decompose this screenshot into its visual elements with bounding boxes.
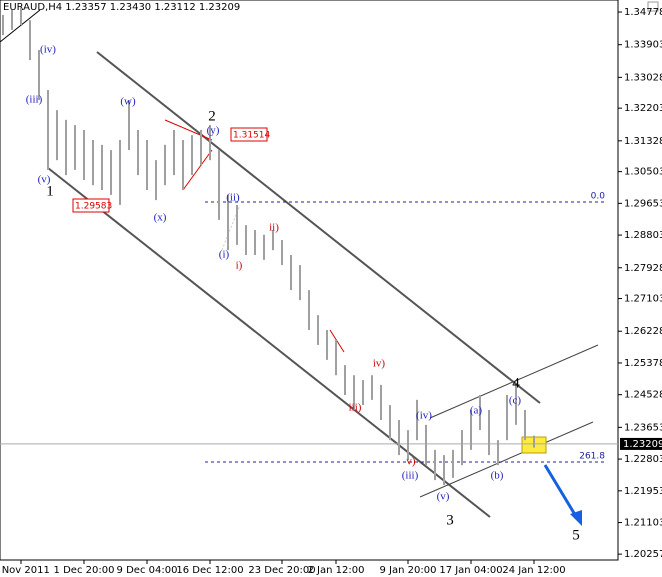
wave-label: 3 <box>446 512 454 528</box>
wave-label: 2 <box>208 108 216 124</box>
wave-label: (w) <box>120 96 136 108</box>
wave-label: 5 <box>572 527 580 543</box>
wave-label: (x) <box>154 212 167 224</box>
channel-upper <box>96 51 541 404</box>
y-tick-label: 1.23653 <box>624 422 662 433</box>
wave-label: 4 <box>512 375 520 391</box>
wave-label: (v) <box>437 491 450 503</box>
x-tick-label: 2 Jan 12:00 <box>308 565 365 576</box>
arrow <box>543 464 579 519</box>
price-label-box <box>230 127 268 142</box>
trend-line <box>164 119 213 141</box>
level-label: 0.0 <box>591 192 606 202</box>
wave-label: (c) <box>509 395 522 407</box>
wave-label: i) <box>236 260 243 272</box>
y-tick-label: 1.27103 <box>624 294 662 305</box>
y-tick-label: 1.20257 <box>624 549 662 560</box>
y-tick-label: 1.33903 <box>624 40 662 51</box>
wave-label: (b) <box>491 470 504 482</box>
y-tick-label: 1.28803 <box>624 230 662 241</box>
x-tick-label: 4 Nov 2011 <box>0 565 50 576</box>
wave-label: v) <box>406 456 416 468</box>
price-label: 1.31514 <box>233 131 270 141</box>
wave-label: (v) <box>38 174 51 186</box>
y-tick-label: 1.25378 <box>624 358 662 369</box>
wave-label: (a) <box>470 405 483 417</box>
wave-label: (y) <box>207 125 220 137</box>
x-tick-label: 1 Dec 20:00 <box>54 565 115 576</box>
wave-label: (iv) <box>416 410 432 422</box>
wave-label: (iii) <box>26 94 43 106</box>
wave-label: (ii) <box>226 192 240 204</box>
marker <box>647 1 659 12</box>
trend-line <box>0 9 41 43</box>
trend-line <box>419 421 594 498</box>
arrow-head <box>570 510 582 526</box>
wave-label: iii) <box>349 402 362 414</box>
wave-label: (iv) <box>40 44 56 56</box>
y-tick-label: 1.22803 <box>624 454 662 465</box>
trend-line <box>429 344 599 419</box>
price-label: 1.29583 <box>75 202 112 212</box>
y-tick-label: 1.29653 <box>624 198 662 209</box>
chart-title: EURAUD,H4 1.23357 1.23430 1.23112 1.2320… <box>3 2 240 13</box>
price-label-box <box>72 198 110 213</box>
trend-line <box>182 149 213 191</box>
x-tick-label: 16 Dec 12:00 <box>176 565 243 576</box>
y-tick-label: 1.33028 <box>624 72 662 83</box>
current-price-label: 1.23209 <box>623 439 662 450</box>
current-price-box <box>620 437 662 450</box>
plot-frame <box>0 0 619 561</box>
y-tick-label: 1.30503 <box>624 167 662 178</box>
channel-lower <box>47 167 491 518</box>
y-tick-label: 1.32203 <box>624 103 662 114</box>
x-tick-label: 17 Jan 04:00 <box>439 565 502 576</box>
y-tick-label: 1.24528 <box>624 390 662 401</box>
wave-label: ii) <box>269 222 279 234</box>
wave-label: (i) <box>219 249 230 261</box>
x-tick-label: 24 Jan 12:00 <box>502 565 565 576</box>
y-tick-label: 1.26228 <box>624 326 662 337</box>
wave-label: 1 <box>46 183 54 199</box>
y-tick-label: 1.21953 <box>624 486 662 497</box>
y-tick-label: 1.21103 <box>624 518 662 529</box>
x-tick-label: 23 Dec 20:00 <box>248 565 315 576</box>
y-tick-label: 1.27928 <box>624 263 662 274</box>
wave-label: iv) <box>373 358 386 370</box>
y-tick-label: 1.31328 <box>624 136 662 147</box>
wave-label: (iii) <box>402 470 419 482</box>
y-tick-label: 1.34778 <box>624 7 662 18</box>
x-tick-label: 9 Dec 04:00 <box>117 565 178 576</box>
level-label: 261.8 <box>579 452 605 462</box>
x-tick-label: 9 Jan 20:00 <box>380 565 437 576</box>
